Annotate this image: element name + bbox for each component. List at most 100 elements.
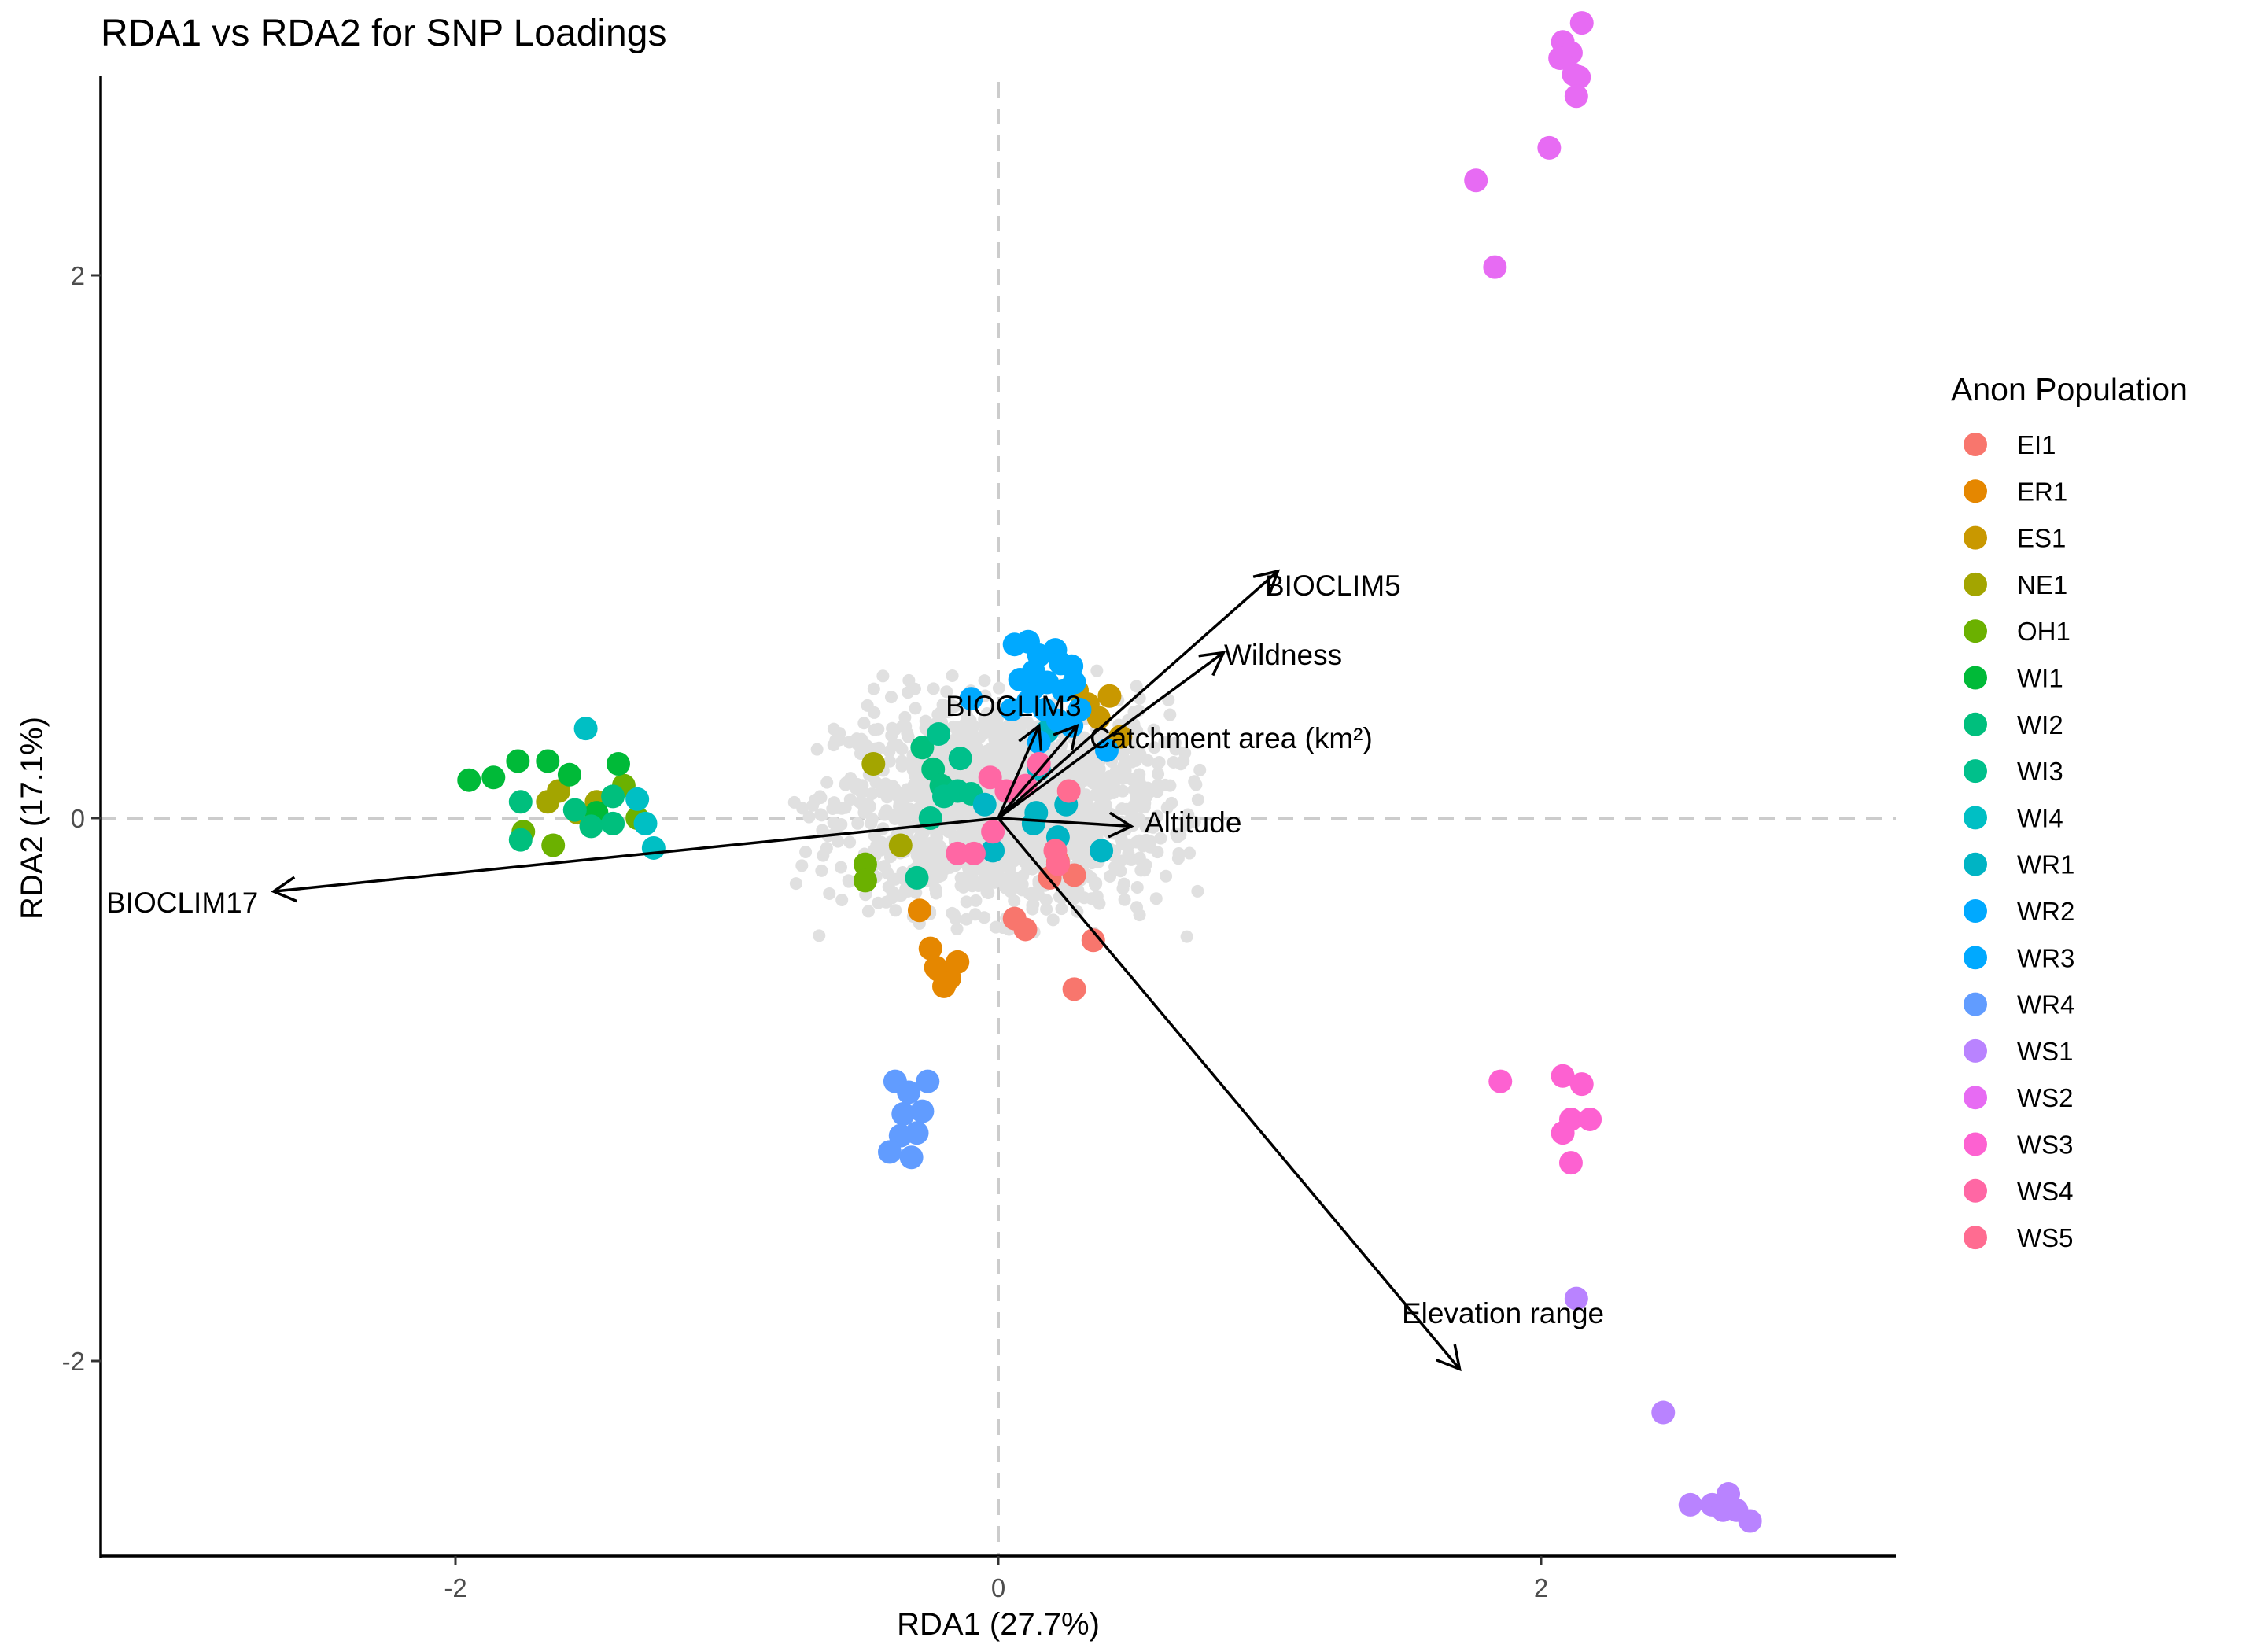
snp-point [1169, 743, 1182, 756]
snp-point [810, 743, 824, 756]
point-ws3 [1551, 1064, 1575, 1088]
point-wr4 [891, 1102, 916, 1127]
snp-point [1040, 902, 1053, 916]
point-wr1 [1021, 811, 1045, 835]
snp-point [904, 789, 917, 802]
legend-key-ws4 [1964, 1178, 1987, 1203]
legend-label: WI3 [2017, 757, 2063, 786]
snp-point [1130, 881, 1144, 894]
point-ws2 [1567, 65, 1591, 90]
legend-key-oh1 [1964, 619, 1987, 643]
snp-point [950, 922, 964, 935]
snp-point [889, 904, 902, 917]
axes: -2 0 2 2 0 -2 [62, 76, 1896, 1602]
snp-point [999, 767, 1012, 780]
snp-point [1165, 796, 1178, 809]
point-wi1 [506, 749, 530, 773]
legend-label: EI1 [2017, 430, 2056, 459]
legend-label: WR2 [2017, 897, 2074, 926]
snp-point [894, 889, 907, 902]
point-wr4 [899, 1145, 924, 1170]
arrow-label: Altitude [1145, 806, 1241, 839]
snp-point [1160, 869, 1173, 883]
arrow-shaft [997, 817, 1132, 828]
snp-point [861, 797, 875, 810]
snp-point [901, 727, 914, 740]
snp-point [940, 685, 953, 699]
snp-point [1133, 834, 1146, 847]
snp-point [883, 754, 897, 768]
snp-point [876, 669, 890, 683]
arrow-head [1018, 723, 1043, 751]
x-axis-ticks: -2 0 2 [444, 1556, 1548, 1602]
point-wi2 [910, 736, 935, 760]
snp-point [958, 872, 972, 886]
snp-point [931, 843, 945, 857]
point-wr1 [972, 792, 997, 817]
snp-point [842, 874, 855, 887]
snp-point [967, 720, 980, 733]
snp-point [1171, 852, 1185, 865]
snp-point [835, 894, 849, 907]
snp-point [946, 906, 959, 920]
legend-label: WR4 [2017, 990, 2074, 1020]
arrow-head [1436, 1344, 1462, 1372]
snp-point [1004, 851, 1017, 865]
arrow-label: Wildness [1224, 639, 1342, 671]
point-ws3 [1551, 1121, 1575, 1145]
snp-point [817, 849, 830, 862]
snp-point [919, 846, 932, 860]
snp-point [1012, 743, 1026, 756]
snp-point [820, 776, 834, 789]
snp-point [1183, 846, 1197, 860]
snp-point [1016, 715, 1030, 728]
snp-point [991, 746, 1005, 759]
point-wi4 [573, 717, 598, 741]
snp-point [1115, 833, 1128, 846]
snp-point [1118, 893, 1131, 906]
snp-point [869, 742, 883, 755]
legend-label: ES1 [2017, 524, 2066, 553]
point-wr4 [916, 1069, 940, 1093]
snp-point [1008, 875, 1021, 888]
snp-point [802, 810, 816, 824]
snp-point [889, 872, 902, 886]
snp-point [978, 726, 991, 739]
point-er1 [946, 950, 970, 974]
point-wr2 [1021, 659, 1045, 684]
snp-point [1133, 909, 1146, 922]
snp-point [1025, 887, 1038, 900]
snp-point [865, 787, 879, 801]
point-ws5 [1056, 779, 1081, 803]
x-axis-title: RDA1 (27.7%) [897, 1607, 1100, 1642]
snp-point [839, 801, 852, 814]
snp-point [1090, 775, 1103, 788]
snp-point [834, 861, 847, 874]
legend-key-ne1 [1964, 572, 1987, 596]
snp-point [999, 881, 1012, 894]
snp-point [1124, 717, 1138, 731]
snp-point [1154, 832, 1167, 845]
snp-point [854, 747, 867, 760]
snp-point [914, 780, 927, 794]
snp-point [968, 908, 982, 921]
snp-point [943, 861, 957, 874]
point-ws4 [946, 841, 970, 865]
snp-point [843, 835, 857, 849]
point-ws3 [1558, 1151, 1583, 1175]
snp-point [789, 877, 802, 891]
arrow-label: BIOCLIM5 [1265, 570, 1401, 602]
population-points [457, 11, 1762, 1533]
point-wi2 [562, 798, 587, 822]
point-wi3 [948, 747, 972, 771]
snp-point [1008, 894, 1021, 908]
point-wr3 [959, 687, 983, 711]
point-wi2 [601, 784, 625, 809]
arrow-head [271, 876, 298, 903]
snp-point [990, 701, 1003, 714]
point-ws4 [1027, 752, 1051, 776]
snp-point [1144, 835, 1157, 848]
snp-point [878, 808, 891, 821]
snp-point [885, 728, 898, 742]
